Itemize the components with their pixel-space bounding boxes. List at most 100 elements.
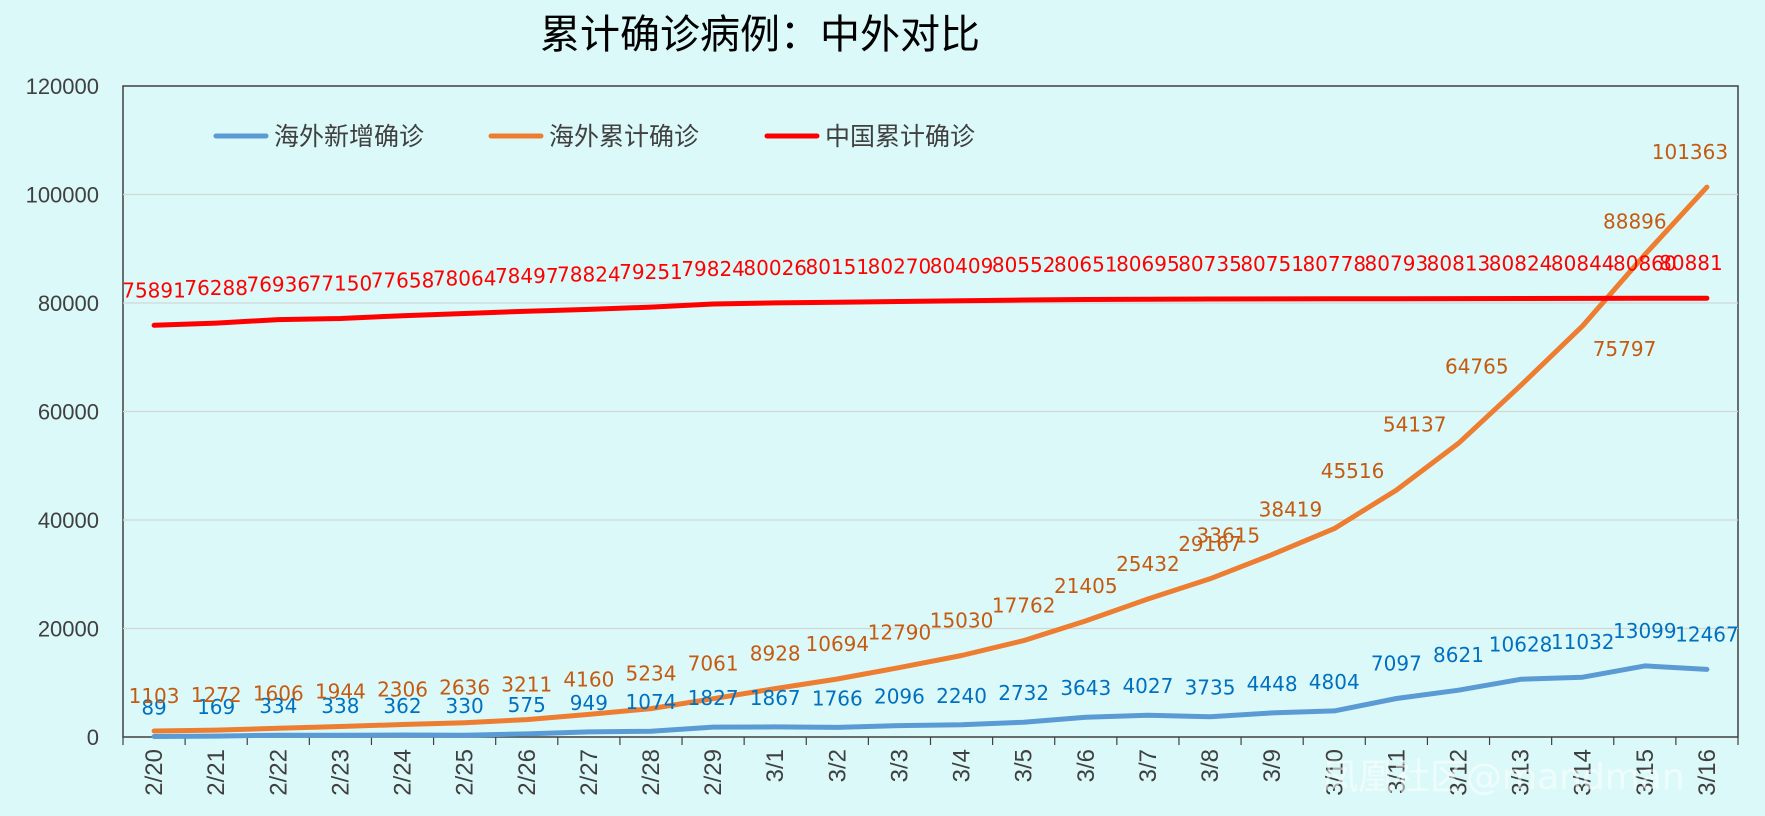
data-label: 330 (446, 694, 484, 718)
data-label: 54137 (1383, 412, 1447, 436)
data-label: 78824 (557, 262, 621, 286)
y-tick-label: 80000 (38, 291, 99, 316)
chart-title: 累计确诊病例：中外对比 (540, 12, 980, 58)
data-label: 75891 (122, 278, 186, 302)
data-label: 25432 (1116, 552, 1180, 576)
x-tick-label: 2/28 (638, 749, 665, 796)
data-label: 38419 (1259, 498, 1323, 522)
x-tick-label: 3/13 (1508, 749, 1535, 796)
x-tick-label: 3/14 (1570, 749, 1597, 796)
y-tick-label: 20000 (38, 617, 99, 642)
data-label: 1827 (688, 686, 739, 710)
data-label: 80844 (1551, 251, 1615, 275)
data-label: 1867 (750, 686, 801, 710)
data-label: 78497 (495, 264, 559, 288)
y-tick-label: 0 (87, 725, 99, 750)
data-label: 80409 (930, 254, 994, 278)
data-label: 80026 (743, 256, 807, 280)
legend-label: 中国累计确诊 (825, 122, 975, 151)
x-tick-label: 2/20 (141, 749, 168, 796)
data-label: 12790 (868, 621, 932, 645)
data-label: 10628 (1489, 632, 1553, 656)
data-label: 4804 (1309, 670, 1360, 694)
y-axis-ticks: 0 20000 40000 60000 80000 100000 120000 (26, 74, 99, 750)
x-tick-label: 3/12 (1445, 749, 1472, 796)
data-label: 1606 (253, 681, 304, 705)
x-tick-label: 3/3 (886, 749, 913, 782)
data-label: 13099 (1613, 619, 1677, 643)
data-label: 338 (321, 694, 359, 718)
x-tick-label: 3/8 (1197, 749, 1224, 782)
data-label: 2240 (936, 684, 987, 708)
x-tick-label: 3/4 (949, 749, 976, 782)
data-label: 88896 (1603, 210, 1667, 234)
legend-label: 海外新增确诊 (274, 122, 424, 151)
data-label: 1103 (129, 684, 180, 708)
data-label: 21405 (1054, 574, 1118, 598)
data-label: 8928 (750, 642, 801, 666)
x-tick-label: 3/16 (1694, 749, 1721, 796)
data-label: 8621 (1433, 643, 1484, 667)
data-label: 101363 (1652, 140, 1728, 164)
data-label: 80695 (1116, 252, 1180, 276)
data-label: 80735 (1178, 252, 1242, 276)
x-tick-label: 3/9 (1259, 749, 1286, 782)
data-label: 5234 (626, 662, 677, 686)
x-tick-label: 2/26 (514, 749, 541, 796)
y-tick-label: 40000 (38, 508, 99, 533)
data-label: 79251 (619, 260, 683, 284)
data-label: 80860 (1613, 251, 1677, 275)
data-label: 78064 (433, 267, 497, 291)
data-label: 76288 (184, 276, 248, 300)
data-label: 80881 (1659, 251, 1723, 275)
data-label: 80813 (1427, 252, 1491, 276)
data-label: 2732 (998, 681, 1049, 705)
data-label: 949 (570, 691, 608, 715)
series-line (151, 184, 1710, 734)
data-label: 1766 (812, 686, 863, 710)
data-label: 7097 (1371, 651, 1422, 675)
data-label: 80651 (1054, 252, 1118, 276)
data-label: 4027 (1122, 674, 1173, 698)
x-tick-label: 2/23 (327, 749, 354, 796)
x-tick-label: 2/21 (203, 749, 230, 796)
legend: 海外新增确诊 海外累计确诊 中国累计确诊 (213, 122, 975, 151)
x-tick-label: 2/27 (576, 749, 603, 796)
data-label: 7061 (688, 652, 739, 676)
x-tick-label: 2/24 (390, 749, 417, 796)
series-line (151, 295, 1710, 328)
gridlines (123, 193, 1738, 630)
data-label: 169 (197, 695, 235, 719)
data-label: 4448 (1247, 672, 1298, 696)
data-labels: 89 169 334 338 362 330 575 949 1074 1827 1867 1766 2… (122, 140, 1739, 719)
data-label: 89 (141, 696, 166, 720)
data-label: 4160 (563, 667, 614, 691)
data-label: 12467 (1675, 622, 1739, 646)
data-label: 362 (383, 694, 421, 718)
data-label: 15030 (930, 608, 994, 632)
data-label: 1074 (626, 690, 677, 714)
data-label: 1944 (315, 679, 366, 703)
data-label: 334 (259, 694, 297, 718)
data-label: 10694 (806, 632, 870, 656)
x-tick-label: 3/7 (1135, 749, 1162, 782)
data-label: 77150 (309, 271, 373, 295)
data-label: 77658 (371, 269, 435, 293)
data-label: 11032 (1551, 630, 1615, 654)
x-tick-label: 3/2 (824, 749, 851, 782)
data-label: 33615 (1197, 524, 1261, 548)
data-label: 575 (508, 693, 546, 717)
x-tick-label: 3/15 (1632, 749, 1659, 796)
y-tick-label: 120000 (26, 74, 99, 99)
data-label: 80793 (1365, 252, 1429, 276)
data-label: 2306 (377, 677, 428, 701)
x-tick-label: 2/22 (265, 749, 292, 796)
data-label: 80778 (1302, 252, 1366, 276)
x-tick-label: 3/11 (1383, 749, 1410, 794)
data-label: 3211 (501, 673, 552, 697)
x-tick-label: 3/10 (1321, 749, 1348, 796)
data-label: 17762 (992, 594, 1056, 618)
data-label: 80824 (1489, 252, 1553, 276)
x-axis-ticks: 2/20 2/21 2/22 2/23 2/24 2/25 2/26 2/27 2/28 2/29… (122, 737, 1739, 796)
